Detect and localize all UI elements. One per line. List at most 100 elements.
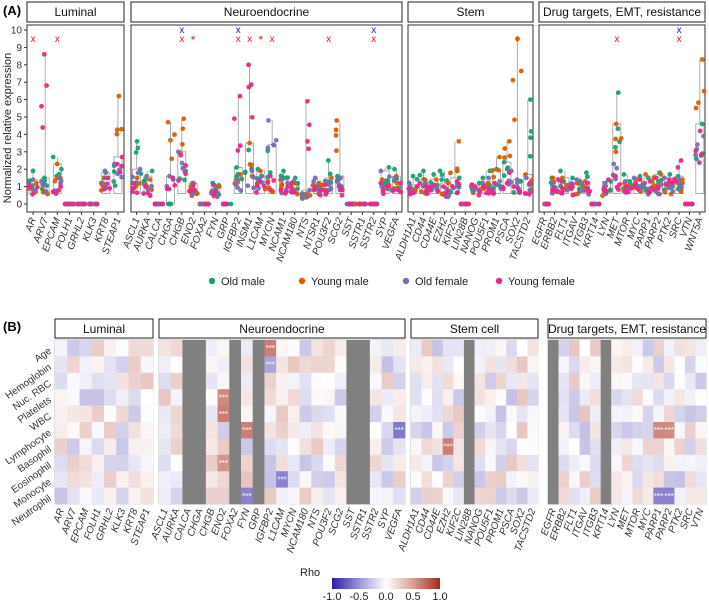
heatmap-cell (194, 340, 207, 357)
data-point (147, 193, 153, 199)
data-point (166, 201, 172, 207)
heatmap-cell (506, 405, 518, 423)
data-point (420, 183, 426, 189)
heatmap-cell (358, 340, 371, 357)
heatmap-cell (453, 356, 465, 374)
heatmap-cell (695, 438, 707, 456)
data-point (637, 173, 643, 179)
heatmap-cell (369, 471, 382, 488)
heatmap-cell (463, 372, 475, 390)
heatmap-cell (159, 471, 172, 488)
y-tick-label: 1 (16, 182, 22, 193)
heatmap-cell (140, 422, 154, 439)
heatmap-cell (116, 487, 129, 505)
heatmap-cell (252, 422, 265, 439)
heatmap-cell (128, 487, 142, 505)
heatmap-cell (548, 372, 559, 390)
heatmap-cell (55, 471, 68, 488)
heatmap-cell (91, 405, 105, 423)
heatmap-cell (558, 389, 570, 406)
data-point (149, 187, 155, 193)
heatmap-cell (632, 340, 644, 357)
colorbar-tick: 1.0 (432, 591, 447, 603)
heatmap-cell (311, 471, 324, 488)
data-point (281, 168, 286, 174)
data-point (392, 175, 398, 181)
heatmap-cell (453, 422, 465, 439)
heatmap-cell (600, 471, 612, 488)
data-point (699, 121, 705, 127)
heatmap-cell (442, 422, 454, 439)
heatmap-cell (684, 389, 696, 406)
heatmap-cell (241, 471, 254, 488)
heatmap-cell (140, 356, 154, 374)
heatmap-cell (229, 422, 242, 439)
data-point (642, 180, 648, 186)
data-point (238, 188, 244, 193)
data-point (334, 148, 339, 154)
heatmap-cell (346, 389, 359, 406)
data-point (257, 178, 263, 184)
heatmap-cell (600, 389, 612, 406)
heatmap-cell (632, 356, 644, 374)
heatmap-cell (229, 487, 242, 505)
heatmap-cell (217, 487, 230, 505)
heatmap-cell (323, 438, 336, 456)
data-point (111, 179, 117, 184)
heatmap-cell (684, 454, 696, 472)
heatmap-cell (642, 405, 654, 423)
y-tick-label: 9 (16, 43, 22, 54)
heatmap-cell (393, 340, 406, 357)
heatmap-cell (495, 389, 507, 406)
data-point (165, 186, 170, 191)
heatmap-cell (442, 356, 454, 374)
heatmap-cell (276, 340, 289, 357)
strip-a-2 (407, 1, 534, 23)
heatmap-cell (334, 405, 347, 423)
heatmap-cell (632, 422, 644, 439)
heatmap-cell (381, 340, 394, 357)
strip-b-3 (547, 318, 707, 339)
heatmap-cell (229, 471, 242, 488)
heatmap-cell (653, 454, 665, 472)
heatmap-cell (116, 340, 129, 357)
heatmap-cell (276, 389, 289, 406)
data-point (102, 168, 108, 174)
data-point (695, 100, 701, 106)
data-point (58, 178, 64, 184)
heatmap-cell (334, 372, 347, 390)
heatmap-cell (299, 487, 312, 505)
heatmap-cell (55, 405, 68, 423)
heatmap-cell (79, 389, 93, 406)
data-point (456, 138, 462, 144)
data-point (697, 128, 703, 134)
data-point (607, 187, 613, 193)
heatmap-cell (91, 471, 105, 488)
heatmap-cell (684, 356, 696, 374)
heatmap-cell (569, 356, 580, 374)
data-point (647, 178, 653, 184)
heatmap-cell (569, 405, 580, 423)
heatmap-cell (323, 487, 336, 505)
data-point (693, 148, 699, 154)
data-point (611, 161, 617, 167)
heatmap-cell (170, 340, 183, 357)
heatmap-cell (579, 389, 591, 406)
data-point (338, 175, 344, 181)
data-point (254, 182, 260, 188)
data-point (213, 188, 219, 194)
heatmap-cell (170, 422, 183, 439)
heatmap-cell (311, 372, 324, 390)
data-point (176, 149, 181, 155)
data-point (180, 141, 185, 147)
data-point (170, 175, 175, 181)
data-point (527, 153, 533, 159)
data-point (675, 164, 681, 170)
data-point (149, 168, 155, 174)
heatmap-cell (381, 372, 394, 390)
data-point (135, 145, 141, 151)
data-point (325, 158, 331, 163)
heatmap-cell (381, 405, 394, 423)
data-point (614, 165, 620, 171)
heatmap-cell (182, 422, 195, 439)
